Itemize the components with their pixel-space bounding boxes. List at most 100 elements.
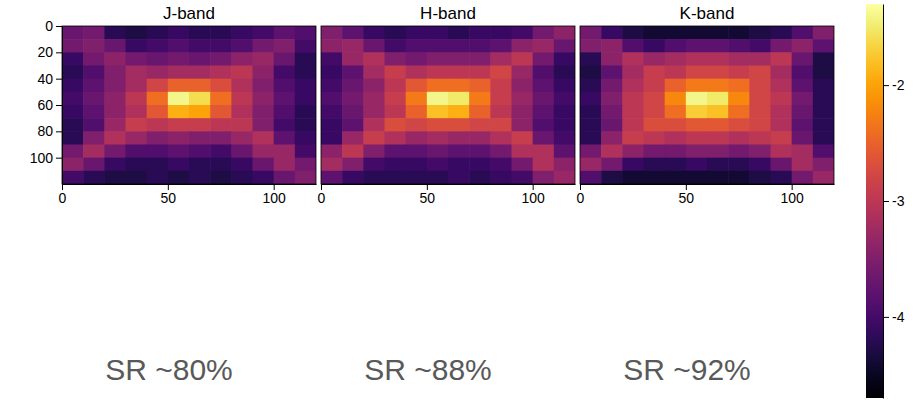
cell [533, 131, 555, 145]
cell [363, 79, 385, 93]
cell [253, 92, 275, 106]
cell [104, 118, 126, 132]
cell [707, 118, 729, 132]
tick: 100 [521, 184, 545, 206]
tick: -4 [883, 309, 905, 325]
cell [168, 158, 190, 172]
cell [274, 158, 296, 172]
cell [490, 52, 512, 66]
cell [448, 105, 470, 119]
cell [189, 52, 211, 66]
cell [253, 145, 275, 159]
cell [554, 131, 575, 145]
cell [813, 158, 834, 172]
cell [406, 158, 428, 172]
cell [644, 39, 666, 53]
cell [644, 26, 666, 40]
cell [749, 66, 771, 80]
cell [427, 39, 449, 53]
cell [295, 171, 316, 184]
cell [126, 52, 148, 66]
cell [363, 145, 385, 159]
cell [601, 118, 623, 132]
cell [771, 158, 793, 172]
cell [189, 131, 211, 145]
tick-label: 50 [420, 190, 436, 206]
cell [792, 39, 814, 53]
tick: 40 [37, 71, 62, 87]
tick-label: 100 [780, 190, 804, 206]
cell [295, 158, 316, 172]
tick: 100 [780, 184, 804, 206]
cell [363, 92, 385, 106]
cell [126, 131, 148, 145]
cell [231, 39, 253, 53]
cell [385, 145, 407, 159]
cell [813, 26, 834, 40]
cell [622, 105, 644, 119]
cell [580, 105, 602, 119]
cell [295, 105, 316, 119]
cell [83, 158, 105, 172]
cell [792, 66, 814, 80]
cell [665, 52, 687, 66]
cell [62, 131, 84, 145]
cell [813, 39, 834, 53]
cell [728, 171, 750, 184]
cell [168, 171, 190, 184]
cell [231, 158, 253, 172]
cell [707, 131, 729, 145]
cell [686, 145, 708, 159]
cell [363, 52, 385, 66]
cell [448, 158, 470, 172]
cell [83, 39, 105, 53]
cell [813, 66, 834, 80]
cell [644, 52, 666, 66]
cell [406, 26, 428, 40]
cell [321, 105, 343, 119]
cell [749, 145, 771, 159]
cell [406, 145, 428, 159]
cell [644, 105, 666, 119]
cell [469, 158, 491, 172]
cell [104, 171, 126, 184]
cell [104, 79, 126, 93]
cell [601, 39, 623, 53]
tick-mark [56, 52, 62, 53]
cell [533, 26, 555, 40]
tick: 50 [420, 184, 436, 206]
tick-label: 100 [262, 190, 286, 206]
cell [231, 105, 253, 119]
cell [274, 66, 296, 80]
cell [342, 92, 364, 106]
cell [512, 105, 534, 119]
axis-line [322, 184, 576, 185]
cell [62, 171, 84, 184]
cell [665, 131, 687, 145]
cell [83, 52, 105, 66]
cell [342, 131, 364, 145]
cell [274, 79, 296, 93]
cell [728, 92, 750, 106]
cell [601, 105, 623, 119]
cell [469, 171, 491, 184]
cell [749, 171, 771, 184]
cell [512, 145, 534, 159]
cell [580, 118, 602, 132]
cell [104, 26, 126, 40]
cell [104, 105, 126, 119]
cell [448, 26, 470, 40]
cell [210, 52, 232, 66]
cell [62, 145, 84, 159]
cell [168, 92, 190, 106]
cell [490, 66, 512, 80]
cell [665, 145, 687, 159]
cell [189, 39, 211, 53]
cell [406, 66, 428, 80]
cell [707, 171, 729, 184]
heatmap-cells [580, 26, 834, 184]
cell [83, 26, 105, 40]
cell [792, 171, 814, 184]
cell [792, 105, 814, 119]
cell [490, 79, 512, 93]
